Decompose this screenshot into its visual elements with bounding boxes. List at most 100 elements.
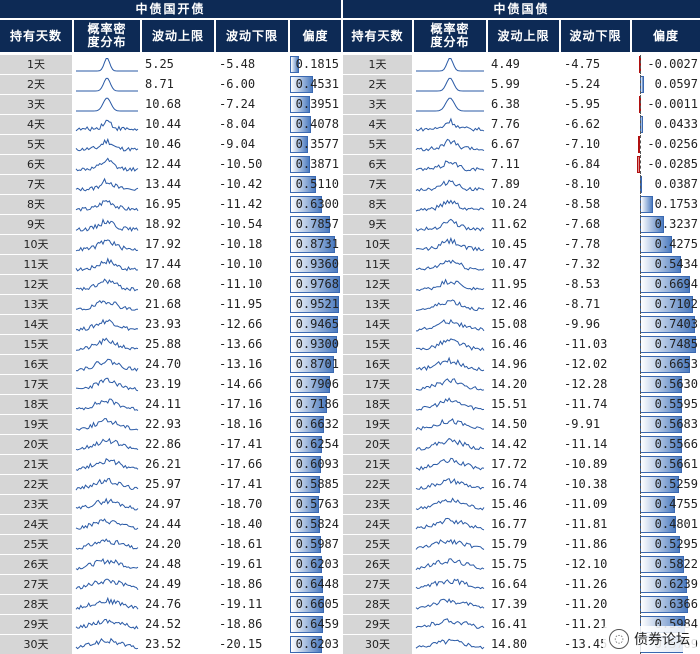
- skewness-cell: 0.5822: [632, 555, 700, 574]
- holding-days-cell: 24天: [0, 515, 72, 534]
- holding-days-cell: 30天: [343, 635, 412, 654]
- upper-bound-cell: 5.25: [145, 57, 174, 71]
- table-row: 7天 7.89 -8.10 0.0387: [343, 175, 700, 194]
- skewness-bar: [637, 136, 640, 153]
- column-header: 概率密度分布: [74, 20, 140, 52]
- upper-bound-cell: 17.92: [145, 237, 182, 251]
- table-row: 24天 24.44 -18.40 0.5824: [0, 515, 341, 534]
- holding-days-cell: 28天: [343, 595, 412, 614]
- upper-bound-cell: 10.24: [491, 197, 528, 211]
- zero-line: [639, 315, 641, 334]
- upper-bound-cell: 25.88: [145, 337, 182, 351]
- density-cell: [414, 175, 486, 194]
- density-cell: [414, 575, 486, 594]
- skewness-cell: -0.0027: [632, 55, 700, 74]
- density-cell: [74, 335, 140, 354]
- skewness-cell: 0.6632: [290, 415, 341, 434]
- skewness-value: 0.4275: [654, 237, 698, 251]
- table-row: 19天 14.50 -9.91 0.5683: [343, 415, 700, 434]
- density-sparkline: [75, 477, 139, 491]
- density-cell: [414, 555, 486, 574]
- skewness-value: 0.3237: [654, 217, 698, 231]
- upper-bound-cell: 24.49: [145, 577, 182, 591]
- skewness-cell: 0.5763: [290, 495, 341, 514]
- density-cell: [414, 235, 486, 254]
- lower-bound-cell: -10.42: [219, 177, 263, 191]
- density-sparkline: [415, 598, 485, 610]
- skewness-bar: [290, 336, 338, 353]
- density-sparkline: [415, 259, 485, 271]
- density-cell: [414, 295, 486, 314]
- skewness-value: 0.5987: [295, 537, 339, 551]
- holding-days-cell: 17天: [0, 375, 72, 394]
- upper-bound-cell: 15.46: [491, 497, 528, 511]
- holding-days-cell: 26天: [343, 555, 412, 574]
- lower-bound-cell: -12.66: [219, 317, 263, 331]
- density-cell: [414, 475, 486, 494]
- holding-days-cell: 19天: [343, 415, 412, 434]
- density-sparkline: [416, 338, 485, 352]
- skewness-cell: 0.6203: [290, 635, 341, 654]
- density-sparkline: [75, 618, 139, 630]
- skewness-cell: -0.0011: [632, 95, 700, 114]
- lower-bound-cell: -10.10: [219, 257, 263, 271]
- density-sparkline: [75, 239, 139, 252]
- density-sparkline: [415, 437, 485, 451]
- density-cell: [74, 455, 140, 474]
- skewness-bar: [290, 556, 322, 573]
- lower-bound-cell: -5.48: [219, 57, 256, 71]
- upper-bound-cell: 13.44: [145, 177, 182, 191]
- holding-days-cell: 14天: [0, 315, 72, 334]
- holding-days-cell: 2天: [343, 75, 412, 94]
- lower-bound-cell: -8.04: [219, 117, 256, 131]
- skewness-value: 0.5683: [654, 417, 698, 431]
- density-cell: [414, 115, 486, 134]
- density-cell: [414, 415, 486, 434]
- lower-bound-cell: -10.54: [219, 217, 263, 231]
- skewness-bar: [290, 56, 300, 73]
- skewness-cell: 0.8701: [290, 355, 341, 374]
- lower-bound-cell: -17.16: [219, 397, 263, 411]
- table-row: 4天 10.44 -8.04 0.4078: [0, 115, 341, 134]
- skewness-cell: 0.1753: [632, 195, 700, 214]
- column-header: 持有天数: [343, 20, 412, 52]
- table-row: 23天 15.46 -11.09 0.4755: [343, 495, 700, 514]
- skewness-cell: 0.6694: [632, 275, 700, 294]
- table-row: 2天 5.99 -5.24 0.0597: [343, 75, 700, 94]
- zero-line: [639, 275, 641, 294]
- skewness-value: 0.9300: [295, 337, 339, 351]
- holding-days-cell: 9天: [0, 215, 72, 234]
- skewness-cell: 0.6459: [290, 615, 341, 634]
- table-row: 14天 23.93 -12.66 0.9465: [0, 315, 341, 334]
- watermark-text: 债券论坛: [634, 632, 690, 648]
- density-cell: [74, 295, 140, 314]
- skewness-value: 0.6653: [654, 357, 698, 371]
- density-sparkline: [415, 497, 485, 511]
- density-sparkline: [415, 236, 485, 252]
- lower-bound-cell: -20.15: [219, 637, 263, 651]
- upper-bound-cell: 16.64: [491, 577, 528, 591]
- column-header: 偏度: [632, 20, 700, 52]
- skewness-cell: 0.5661: [632, 455, 700, 474]
- skewness-value: 0.7485: [654, 337, 698, 351]
- skewness-value: 0.4531: [295, 77, 339, 91]
- skewness-value: 0.5434: [654, 257, 698, 271]
- holding-days-cell: 5天: [343, 135, 412, 154]
- table-row: 13天 12.46 -8.71 0.7102: [343, 295, 700, 314]
- holding-days-cell: 22天: [0, 475, 72, 494]
- table-row: 19天 22.93 -18.16 0.6632: [0, 415, 341, 434]
- lower-bound-cell: -8.53: [564, 277, 601, 291]
- table-row: 17天 23.19 -14.66 0.7906: [0, 375, 341, 394]
- skewness-bar: [290, 96, 311, 113]
- skewness-cell: 0.9465: [290, 315, 341, 334]
- lower-bound-cell: -12.10: [564, 557, 608, 571]
- lower-bound-cell: -11.21: [564, 617, 608, 631]
- holding-days-cell: 10天: [343, 235, 412, 254]
- skewness-bar: [290, 636, 322, 653]
- wechat-icon: ◌: [609, 629, 629, 649]
- zero-line: [639, 575, 641, 594]
- holding-days-cell: 22天: [343, 475, 412, 494]
- table-row: 6天 7.11 -6.84 -0.0285: [343, 155, 700, 174]
- table-row: 9天 11.62 -7.68 0.3237: [343, 215, 700, 234]
- density-sparkline: [415, 299, 485, 312]
